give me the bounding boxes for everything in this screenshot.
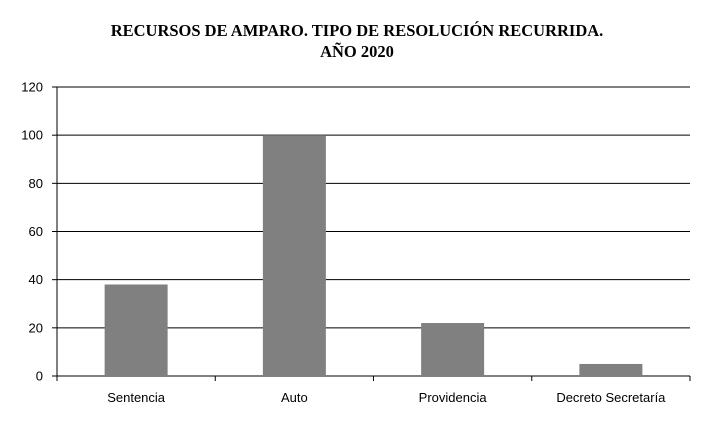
y-tick-label: 0 <box>36 369 43 384</box>
x-category-label: Providencia <box>419 390 488 405</box>
y-tick-label: 60 <box>29 224 43 239</box>
bar <box>421 323 485 376</box>
chart-title-line1: RECURSOS DE AMPARO. TIPO DE RESOLUCIÓN R… <box>110 21 604 40</box>
x-category-label: Sentencia <box>107 390 166 405</box>
x-category-label: Decreto Secretaría <box>556 390 666 405</box>
chart-title-line2: AÑO 2020 <box>320 42 394 61</box>
y-tick-label: 100 <box>21 128 43 143</box>
y-tick-label: 120 <box>21 80 43 95</box>
y-tick-label: 40 <box>29 272 43 287</box>
bar <box>579 363 643 376</box>
bar <box>262 135 326 376</box>
y-tick-label: 20 <box>29 320 43 335</box>
y-tick-label: 80 <box>29 176 43 191</box>
bar <box>104 284 168 376</box>
chart-title: RECURSOS DE AMPARO. TIPO DE RESOLUCIÓN R… <box>0 20 714 62</box>
x-category-label: Auto <box>281 390 308 405</box>
